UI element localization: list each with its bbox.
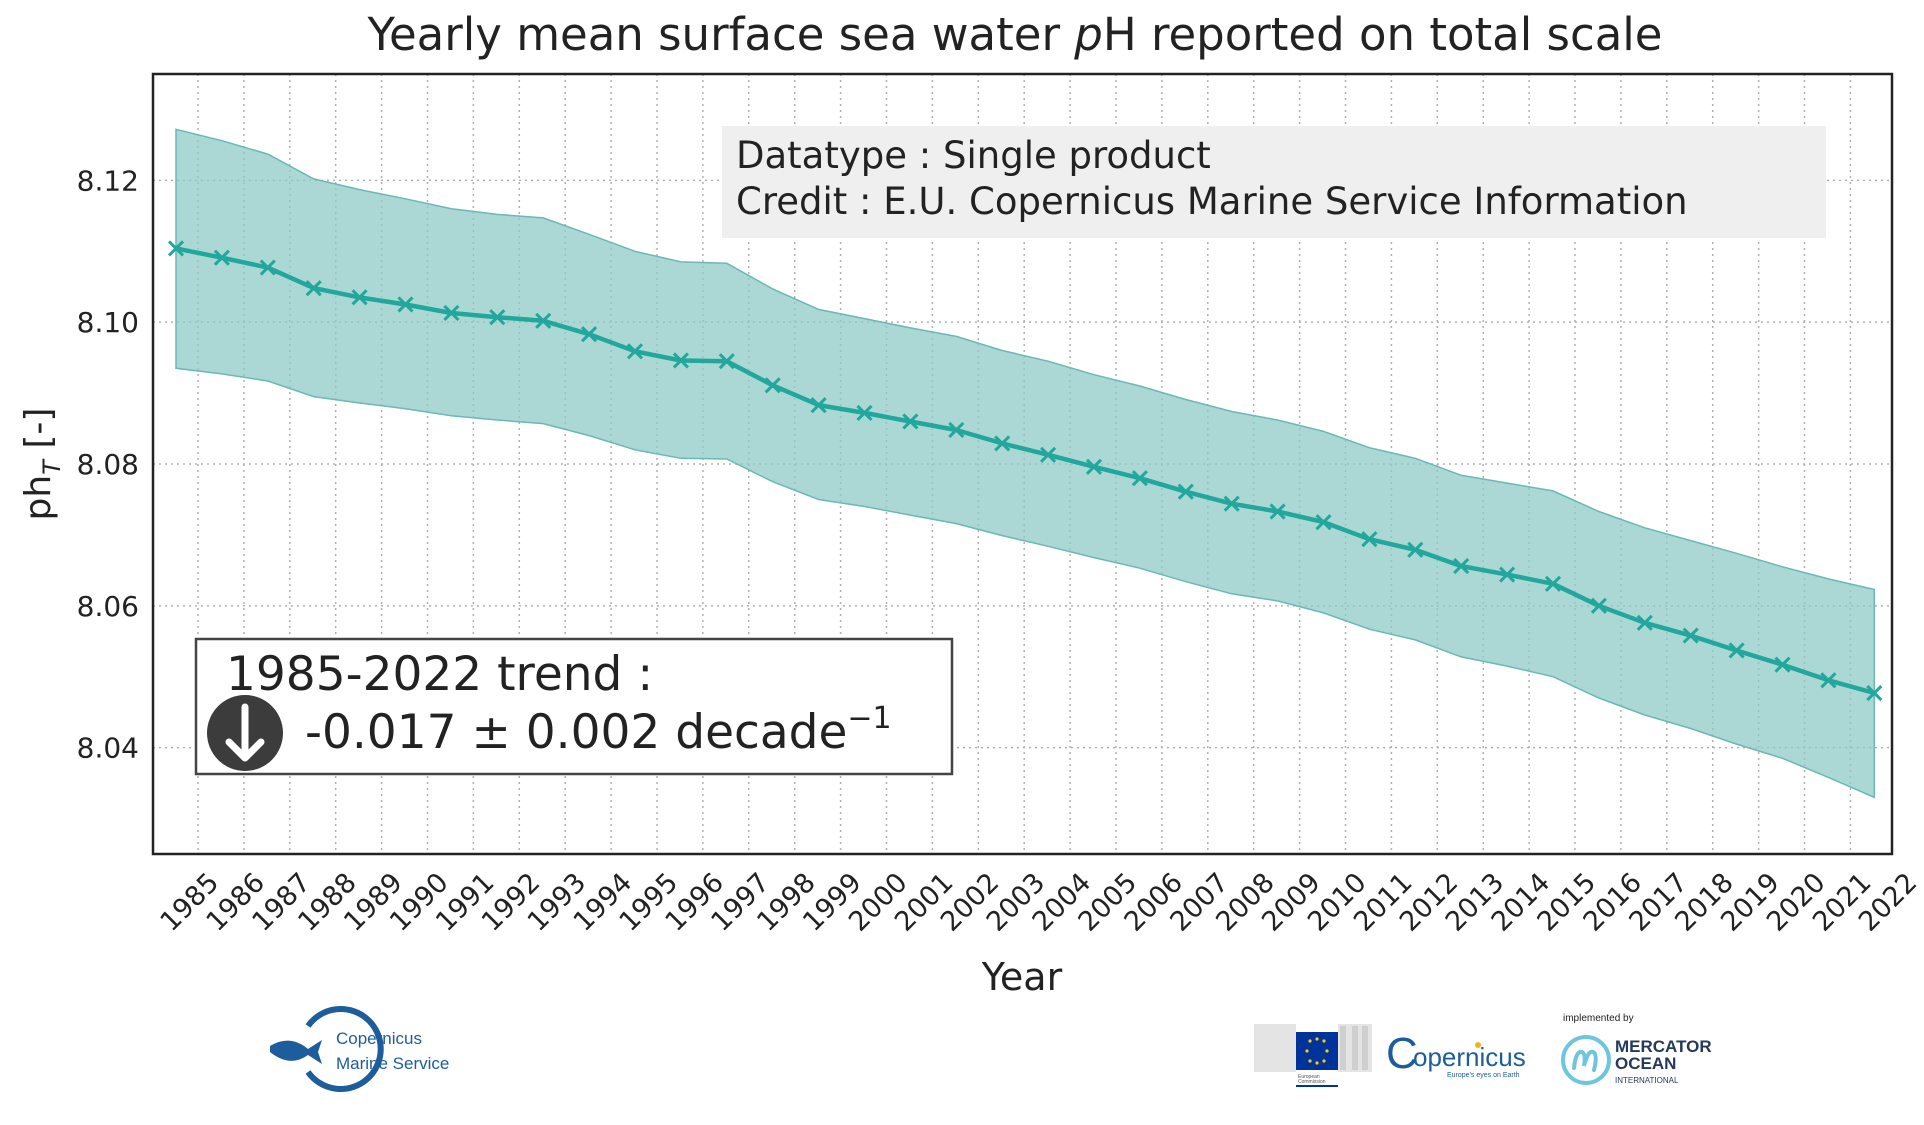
- info-box: Datatype : Single product Credit : E.U. …: [722, 126, 1826, 238]
- data-point-marker: [397, 296, 414, 313]
- copernicus-tagline: Europe's eyes on Earth: [1447, 1072, 1520, 1079]
- series-line-layer: [175, 246, 1875, 696]
- data-point-marker: [1040, 446, 1057, 463]
- chart-title: Yearly mean surface sea water pH reporte…: [366, 8, 1662, 61]
- trend-value-text: -0.017 ± 0.002 decade: [305, 705, 847, 760]
- y-tick-label: 8.06: [77, 590, 139, 623]
- y-tick-label: 8.04: [77, 732, 139, 765]
- mercator-line3: INTERNATIONAL: [1615, 1076, 1679, 1085]
- y-axis-label-main: ph: [18, 475, 59, 521]
- y-axis-label-sub: T: [38, 458, 66, 475]
- trend-box: 1985-2022 trend : -0.017 ± 0.002 decade−…: [194, 637, 954, 776]
- trend-value: -0.017 ± 0.002 decade−1: [305, 701, 892, 760]
- m-wave-logo-icon: [1561, 1035, 1611, 1085]
- data-point-marker: [1682, 627, 1699, 644]
- data-point-marker: [626, 343, 644, 360]
- fish-logo-icon: [270, 1006, 384, 1092]
- data-point-marker: [1453, 558, 1470, 575]
- trend-exponent: −1: [847, 701, 891, 736]
- ec-building-icon: [1254, 1024, 1372, 1087]
- data-point-marker: [1499, 566, 1516, 583]
- uncertainty-band-layer: [175, 128, 1876, 799]
- series-markers: [167, 240, 1883, 702]
- ec-line2: Commission: [1298, 1079, 1326, 1085]
- copernicus-c: C: [1386, 1029, 1418, 1078]
- data-point-marker: [259, 259, 276, 276]
- data-point-marker: [1590, 597, 1607, 614]
- uncertainty-band: [175, 128, 1876, 799]
- plot-frame: [151, 72, 1894, 856]
- ec-line1: European: [1298, 1074, 1320, 1080]
- copernicus-logo: C opernicus Europe's eyes on Earth: [1386, 1029, 1526, 1079]
- data-point-marker: [902, 413, 919, 430]
- data-point-marker: [1131, 470, 1148, 487]
- data-point-marker: [1866, 684, 1883, 702]
- data-point-marker: [581, 326, 598, 343]
- trend-box-frame: [194, 637, 954, 776]
- data-point-marker: [994, 435, 1011, 452]
- cms-line2: Marine Service: [336, 1054, 449, 1073]
- data-point-marker: [1269, 503, 1286, 520]
- implemented-by: implemented by: [1563, 1013, 1634, 1024]
- data-point-marker: [764, 377, 781, 394]
- info-box-background: [722, 126, 1826, 238]
- data-point-marker: [856, 404, 873, 422]
- data-point-marker: [213, 249, 230, 266]
- data-point-marker: [1728, 642, 1745, 659]
- data-point-marker: [305, 280, 322, 297]
- data-point-marker: [351, 289, 368, 306]
- data-point-marker: [1820, 672, 1837, 689]
- series-line: [175, 246, 1875, 696]
- arrow-down-circle-icon: [207, 695, 283, 771]
- y-tick-label: 8.08: [77, 448, 139, 481]
- y-tick-labels: 8.04 8.06 8.08 8.10 8.12: [77, 164, 139, 764]
- european-commission-logo: European Commission: [1254, 1024, 1372, 1087]
- info-datatype: Datatype : Single product: [736, 134, 1211, 177]
- data-point-marker: [443, 304, 460, 322]
- data-point-marker: [1177, 483, 1194, 500]
- data-point-marker: [1407, 541, 1424, 558]
- y-axis-label-suffix: [-]: [18, 408, 59, 461]
- mercator-line1: MERCATOR: [1615, 1037, 1712, 1056]
- data-point-marker: [810, 397, 827, 414]
- data-point-marker: [167, 240, 185, 257]
- data-point-marker: [1544, 575, 1562, 592]
- data-point-marker: [489, 309, 506, 326]
- y-tick-label: 8.10: [77, 306, 139, 339]
- title-italic: p: [1073, 8, 1103, 61]
- title-suffix: H reported on total scale: [1103, 8, 1663, 61]
- data-point-marker: [1774, 656, 1791, 673]
- data-point-marker: [1085, 458, 1103, 475]
- data-point-marker: [672, 352, 689, 369]
- data-point-marker: [1315, 514, 1332, 531]
- data-point-marker: [1636, 614, 1653, 631]
- copernicus-marine-service-logo: Copernicus Marine Service: [270, 1006, 449, 1092]
- x-tick-labels: 1985198619871988198919901991199219931994…: [155, 867, 1924, 938]
- data-point-marker: [1223, 495, 1240, 512]
- copernicus-dot-icon: [1475, 1042, 1481, 1048]
- data-point-marker: [948, 421, 965, 439]
- data-point-marker: [718, 353, 735, 370]
- y-tick-label: 8.12: [77, 164, 139, 197]
- mercator-ocean-logo: implemented by MERCATOR OCEAN INTERNATIO…: [1561, 1013, 1712, 1085]
- info-credit: Credit : E.U. Copernicus Marine Service …: [736, 180, 1688, 223]
- y-axis-label: phT [-]: [18, 408, 66, 521]
- mercator-line2: OCEAN: [1615, 1054, 1676, 1073]
- copernicus-word: opernicus: [1413, 1042, 1526, 1072]
- data-point-marker: [535, 312, 552, 329]
- title-prefix: Yearly mean surface sea water: [366, 8, 1074, 61]
- x-axis-label: Year: [981, 955, 1063, 999]
- cms-line1: Copernicus: [336, 1029, 422, 1048]
- data-point-marker: [1361, 531, 1378, 548]
- trend-title: 1985-2022 trend :: [226, 647, 653, 702]
